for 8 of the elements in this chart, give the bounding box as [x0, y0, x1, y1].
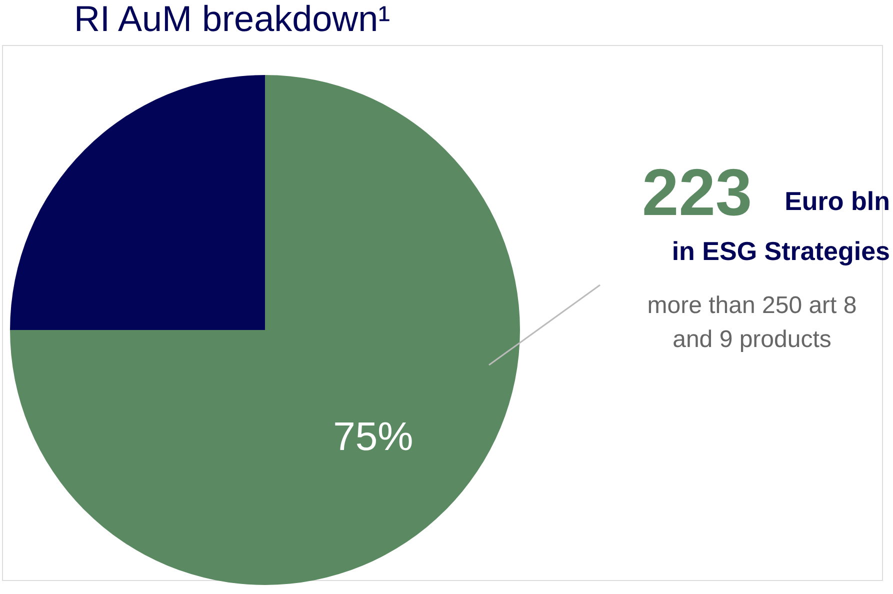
text: 223	[642, 155, 752, 229]
text: more than 250 art 8 and 9 products	[647, 292, 857, 353]
pie-slice	[10, 75, 520, 585]
text: Euro bln	[784, 186, 890, 216]
text: in ESG Strategies	[672, 236, 890, 266]
chart-title: RI AuM breakdown¹	[74, 0, 390, 39]
data-label: 75%	[333, 415, 414, 460]
pie-slice	[10, 75, 265, 330]
